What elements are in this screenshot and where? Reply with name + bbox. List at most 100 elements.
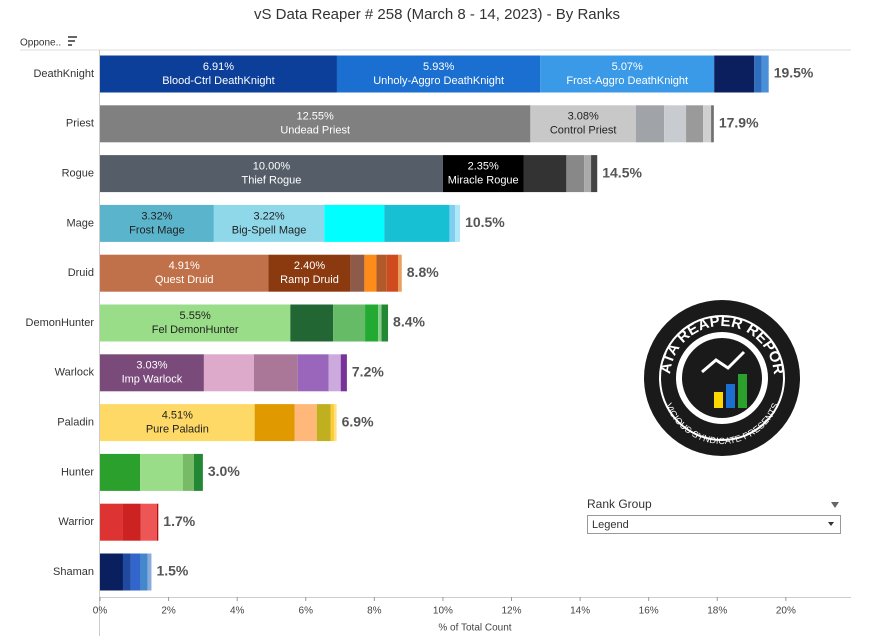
segment-value-label: 12.55% xyxy=(297,111,335,123)
bar-segment xyxy=(386,254,398,292)
segment-name-label: Pure Paladin xyxy=(146,424,209,436)
x-tick-label: 18% xyxy=(707,606,727,617)
segment-value-label: 5.55% xyxy=(180,310,211,322)
bar-segment xyxy=(664,105,687,143)
bar-segment xyxy=(378,304,382,342)
bar-segment xyxy=(316,404,331,442)
segment-name-label: Unholy-Aggro DeathKnight xyxy=(373,75,504,87)
segment-name-label: Thief Rogue xyxy=(241,175,301,187)
segment-value-label: 5.07% xyxy=(612,61,643,73)
bar-segment xyxy=(130,553,141,591)
total-label: 14.5% xyxy=(602,164,642,180)
bar-segment xyxy=(330,404,335,442)
x-tick-label: 14% xyxy=(570,606,590,617)
bar-segment xyxy=(100,354,204,392)
bar-segment xyxy=(591,155,598,193)
bar-segment xyxy=(324,204,385,242)
bar-segment xyxy=(203,354,254,392)
bar-segment xyxy=(297,354,329,392)
row-label: Paladin xyxy=(57,417,94,429)
bar-segment xyxy=(122,553,131,591)
bar-segment xyxy=(333,304,366,342)
bar-segment xyxy=(100,553,123,591)
dropdown-arrow[interactable] xyxy=(828,522,834,526)
row-label: Mage xyxy=(66,217,94,229)
segment-value-label: 3.08% xyxy=(568,111,599,123)
total-label: 1.5% xyxy=(156,563,188,579)
legend-dropdown[interactable] xyxy=(587,515,841,534)
row-label: DemonHunter xyxy=(26,317,95,329)
sort-icon[interactable] xyxy=(68,36,77,46)
legend-menu[interactable] xyxy=(831,502,839,508)
row-label: Hunter xyxy=(61,466,94,478)
bar-segment xyxy=(156,503,159,541)
bar-segment xyxy=(584,155,592,193)
bar-segment xyxy=(455,204,461,242)
bar-segment xyxy=(268,254,351,292)
bar-segment xyxy=(635,105,665,143)
x-axis-title: % of Total Count xyxy=(438,623,511,634)
bar-segment xyxy=(540,55,715,93)
segment-value-label: 4.91% xyxy=(169,260,200,272)
legend-selection[interactable]: Legend xyxy=(592,519,629,531)
bar-segment xyxy=(100,503,123,541)
segment-value-label: 3.03% xyxy=(136,360,167,372)
segment-value-label: 2.40% xyxy=(294,260,325,272)
total-label: 8.8% xyxy=(407,264,439,280)
bar-segment xyxy=(253,354,298,392)
x-tick-label: 6% xyxy=(299,606,314,617)
segment-value-label: 10.00% xyxy=(253,161,291,173)
bar-segment xyxy=(350,254,365,292)
bar-segment xyxy=(340,354,347,392)
bar-segment xyxy=(523,155,567,193)
segment-value-label: 3.32% xyxy=(141,210,172,222)
bar-segment xyxy=(365,304,379,342)
row-label: Druid xyxy=(68,267,94,279)
bar-segment xyxy=(686,105,704,143)
bar-segment xyxy=(147,553,152,591)
segment-name-label: Miracle Rogue xyxy=(448,175,519,187)
bar-segment xyxy=(442,155,524,193)
row-label: Warlock xyxy=(55,367,95,379)
bar-segment xyxy=(100,404,255,442)
total-label: 3.0% xyxy=(208,463,240,479)
logo xyxy=(644,300,800,456)
bar-segment xyxy=(381,304,389,342)
bar-segment xyxy=(397,254,402,292)
bar-segment xyxy=(761,55,769,93)
row-label: DeathKnight xyxy=(33,68,94,80)
bar-segment xyxy=(140,553,148,591)
bar-segment xyxy=(122,503,141,541)
row-label: Priest xyxy=(66,118,94,130)
segment-name-label: Imp Warlock xyxy=(122,374,183,386)
x-tick-label: 2% xyxy=(161,606,176,617)
bar-segment xyxy=(182,453,194,491)
bar-segment xyxy=(703,105,712,143)
segment-value-label: 2.35% xyxy=(468,161,499,173)
x-tick-label: 8% xyxy=(367,606,382,617)
bar-segment xyxy=(100,204,214,242)
total-label: 10.5% xyxy=(465,214,505,230)
bar-segment xyxy=(384,204,450,242)
bars xyxy=(100,55,769,591)
bar-segment xyxy=(566,155,585,193)
chart-title: vS Data Reaper # 258 (March 8 - 14, 2023… xyxy=(254,6,620,23)
bar-segment xyxy=(364,254,377,292)
total-label: 17.9% xyxy=(719,115,759,131)
segment-name-label: Blood-Ctrl DeathKnight xyxy=(162,75,275,87)
x-tick-label: 4% xyxy=(230,606,245,617)
total-label: 7.2% xyxy=(352,364,384,380)
segment-value-label: 4.51% xyxy=(162,410,193,422)
bar-segment xyxy=(213,204,325,242)
row-header[interactable]: Oppone.. xyxy=(20,38,61,49)
row-label: Warrior xyxy=(58,516,94,528)
bar-segment xyxy=(100,254,269,292)
bar-segment xyxy=(334,404,337,442)
total-label: 6.9% xyxy=(342,413,374,429)
segment-name-label: Frost-Aggro DeathKnight xyxy=(566,75,688,87)
bar-segment xyxy=(711,105,714,143)
bar-segment xyxy=(100,453,141,491)
bar-segment xyxy=(754,55,762,93)
segment-value-label: 3.22% xyxy=(253,210,284,222)
